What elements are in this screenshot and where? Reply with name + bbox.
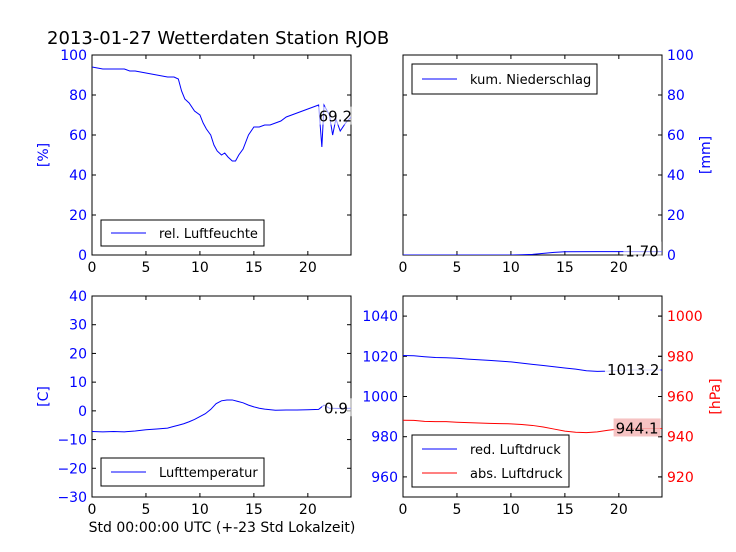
x-tick-label: 15 xyxy=(556,502,574,518)
y-tick-label: 80 xyxy=(69,88,87,104)
value-label-box xyxy=(623,241,662,260)
series-line-kum-niederschlag xyxy=(403,251,662,255)
panel-top-right: 0 5 10 15 20 0 20 40 60 80 100 [mm] 1.70 kum. Nieders… xyxy=(399,48,714,276)
x-axis-label: Std 00:00:00 UTC (+-23 Std Lokalzeit) xyxy=(89,520,356,536)
y-tick-label: −30 xyxy=(57,490,87,506)
legend-entry: Lufttemperatur xyxy=(159,466,258,481)
y-tick-label: 20 xyxy=(667,208,685,224)
y-tick-label: 0 xyxy=(667,248,676,264)
x-tick-label: 10 xyxy=(191,502,209,518)
y-tick-label: 10 xyxy=(69,375,87,391)
x-tick-label: 20 xyxy=(299,260,317,276)
x-tick-label: 10 xyxy=(191,260,209,276)
x-tick-label: 5 xyxy=(452,502,461,518)
series-line-rel-luftfeuchte xyxy=(92,66,351,162)
y-axis-label: [%] xyxy=(36,143,52,167)
value-label-box xyxy=(322,398,352,417)
y-tick-label: 60 xyxy=(69,128,87,144)
y-tick-label: 980 xyxy=(371,430,398,446)
x-tick-label: 20 xyxy=(610,260,628,276)
value-label-box xyxy=(613,418,661,437)
y2-tick-label: 940 xyxy=(667,430,694,446)
y-tick-label: 40 xyxy=(667,168,685,184)
y-tick-label: 40 xyxy=(69,168,87,184)
y-tick-label: 100 xyxy=(60,48,87,64)
x-tick-label: 15 xyxy=(556,260,574,276)
y-tick-label: 1020 xyxy=(362,349,398,365)
y-tick-label: 0 xyxy=(78,404,87,420)
y-tick-label: 0 xyxy=(78,248,87,264)
x-tick-label: 20 xyxy=(610,502,628,518)
y-tick-label: −20 xyxy=(57,461,87,477)
axes-frame xyxy=(402,54,663,256)
y-tick-label: 20 xyxy=(69,346,87,362)
panel-top-left: 0 5 10 15 20 0 20 40 60 80 100 [%] 69.2 rel. Luftfeuc… xyxy=(36,48,356,276)
panel-bottom-right: 0 5 10 15 20 960 980 1000 1020 1040 920 940 960 980 10… xyxy=(362,295,724,518)
y-tick-label: −10 xyxy=(57,433,87,449)
legend: kum. Niederschlag xyxy=(411,63,598,95)
x-tick-label: 0 xyxy=(88,260,97,276)
y2-tick-label: 960 xyxy=(667,390,694,406)
x-tick-label: 0 xyxy=(88,502,97,518)
value-label: 69.2 xyxy=(319,108,352,126)
y-tick-label: 60 xyxy=(667,128,685,144)
legend-entry: rel. Luftfeuchte xyxy=(159,227,258,242)
y-tick-label: 100 xyxy=(667,48,694,64)
legend-entry: abs. Luftdruck xyxy=(470,467,563,482)
x-tick-label: 5 xyxy=(452,260,461,276)
x-tick-label: 5 xyxy=(141,502,150,518)
x-tick-label: 20 xyxy=(299,502,317,518)
series-line-lufttemperatur xyxy=(92,399,351,433)
value-label: 944.1 xyxy=(616,419,659,437)
y2-axis-label: [hPa] xyxy=(708,378,724,414)
y-axis-label: [mm] xyxy=(698,136,714,174)
x-tick-label: 5 xyxy=(141,260,150,276)
x-tick-label: 15 xyxy=(245,260,263,276)
value-label: 1013.2 xyxy=(607,361,660,379)
legend: Lufttemperatur xyxy=(100,457,265,487)
legend-entry: red. Luftdruck xyxy=(470,443,561,458)
y2-tick-label: 920 xyxy=(667,470,694,486)
y-tick-label: 960 xyxy=(371,470,398,486)
value-label: 1.70 xyxy=(625,243,658,261)
x-tick-label: 15 xyxy=(245,502,263,518)
y-axis-label: [C] xyxy=(36,386,52,407)
x-tick-label: 10 xyxy=(502,502,520,518)
y-tick-label: 40 xyxy=(69,289,87,305)
y-tick-label: 1040 xyxy=(362,309,398,325)
legend: red. Luftdruck abs. Luftdruck xyxy=(411,434,570,488)
figure-title: 2013-01-27 Wetterdaten Station RJOB xyxy=(47,28,389,49)
y2-tick-label: 980 xyxy=(667,349,694,365)
x-tick-label: 0 xyxy=(399,260,408,276)
value-label-box xyxy=(316,106,356,125)
x-tick-label: 10 xyxy=(502,260,520,276)
value-label: 0.9 xyxy=(324,399,348,417)
axes-frame xyxy=(91,295,352,498)
y-tick-label: 1000 xyxy=(362,390,398,406)
legend-entry: kum. Niederschlag xyxy=(470,73,591,88)
panel-bottom-left: 0 5 10 15 20 −30 −20 −10 0 10 20 30 40 [C] 0.9 Lufttemp… xyxy=(36,289,352,518)
axes-frame xyxy=(91,54,352,256)
y-tick-label: 30 xyxy=(69,318,87,334)
legend: rel. Luftfeuchte xyxy=(100,219,265,247)
y-tick-label: 80 xyxy=(667,88,685,104)
value-label-box xyxy=(604,359,661,378)
x-tick-label: 0 xyxy=(399,502,408,518)
legend-frame xyxy=(411,434,570,488)
y2-tick-label: 1000 xyxy=(667,309,703,325)
y-tick-label: 20 xyxy=(69,208,87,224)
